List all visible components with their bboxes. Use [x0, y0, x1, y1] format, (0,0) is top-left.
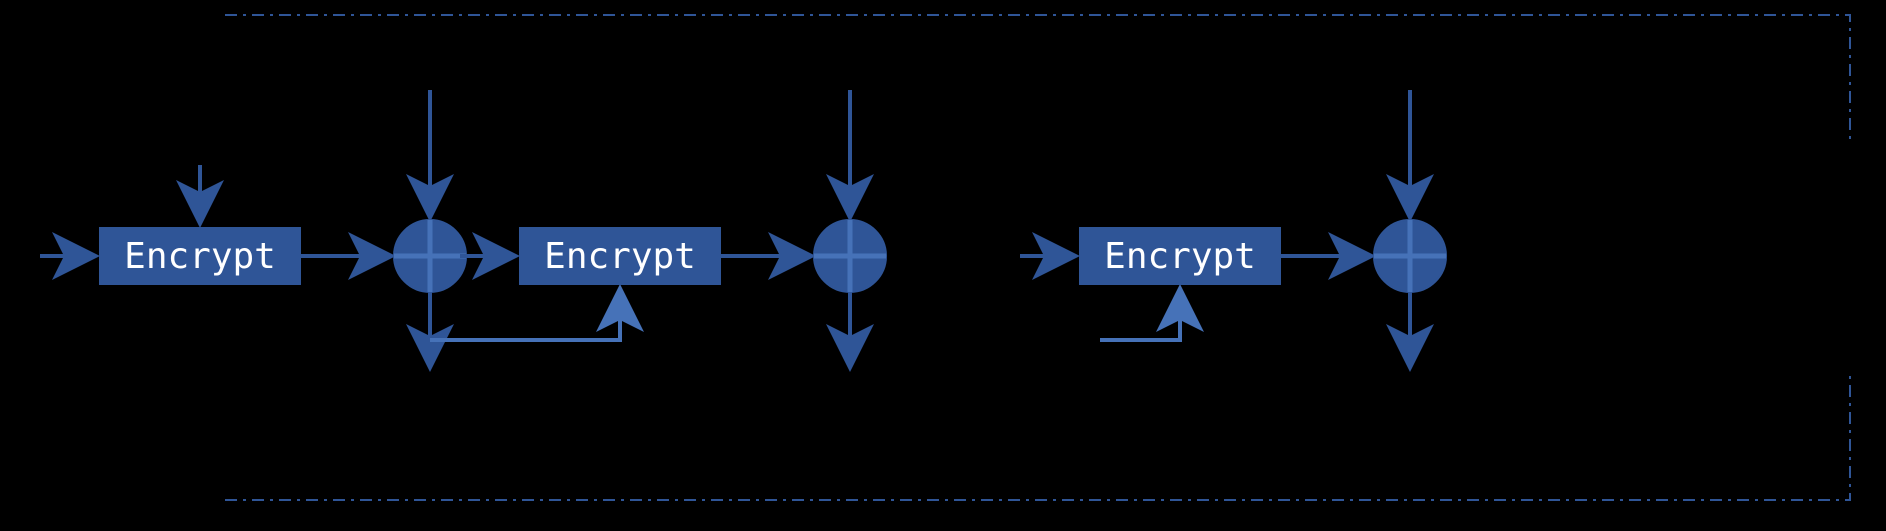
xor-3 — [1374, 220, 1446, 292]
encrypt-box-3: Encrypt — [1080, 228, 1280, 284]
encrypt-label-1: Encrypt — [124, 236, 276, 277]
encrypt-box-2: Encrypt — [520, 228, 720, 284]
encrypt-label-2: Encrypt — [544, 236, 696, 277]
xor-2 — [814, 220, 886, 292]
feedback-x1-to-b2 — [430, 288, 620, 340]
encrypt-label-3: Encrypt — [1104, 236, 1256, 277]
dash-top — [225, 15, 1850, 140]
dash-bottom — [225, 372, 1850, 500]
xor-1 — [394, 220, 466, 292]
encrypt-box-1: Encrypt — [100, 228, 300, 284]
feedback-prev-to-b3 — [1100, 288, 1180, 340]
